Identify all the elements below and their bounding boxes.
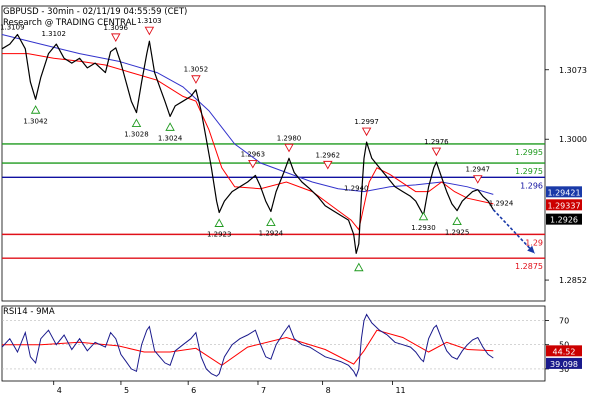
x-axis: 4 5 6 7 8 11 — [53, 381, 406, 395]
swing-label: 1.3042 — [23, 117, 48, 125]
resistance-level-label: 1.2975 — [515, 167, 543, 176]
swing-low-marker — [30, 105, 41, 114]
x-tick-label: 8 — [326, 386, 331, 395]
swing-high-marker — [323, 160, 333, 170]
swing-label: 1.2997 — [354, 118, 379, 126]
swing-label: 1.2976 — [424, 138, 449, 146]
y-tick-label: 1.3073 — [559, 66, 587, 75]
chart-title: GBPUSD - 30min - 02/11/19 04:55:59 (CET) — [3, 7, 187, 17]
price-tag-box — [546, 199, 582, 211]
rsi-y-tick-label: 30 — [559, 365, 569, 374]
swing-low-marker — [354, 262, 364, 272]
price-tag-box — [546, 186, 582, 198]
price-panel: 1.3073 1.3000 1.2852 1.2995 1.2975 1.296 1.29 1… — [0, 5, 587, 302]
swing-low-marker — [131, 118, 142, 128]
ma-blue-line — [1, 34, 494, 195]
swing-high-marker — [284, 143, 294, 153]
price-plot-frame — [1, 5, 546, 302]
rsi-tag-label: 44.52 — [553, 347, 576, 356]
swing-high-marker — [191, 75, 201, 84]
swing-label: 1.2980 — [277, 134, 302, 142]
x-tick-label: 7 — [261, 386, 266, 395]
swing-low-marker — [214, 218, 224, 227]
swing-label: 1.2962 — [316, 151, 341, 159]
pivot-level-label: 1.296 — [520, 181, 543, 190]
swing-low-marker — [165, 122, 175, 131]
resistance-level-label: 1.2995 — [515, 148, 543, 157]
rsi-y-tick-label: 70 — [559, 317, 569, 326]
price-tag-label: 1.2926 — [550, 216, 578, 225]
swing-label: 1.2924 — [259, 230, 284, 238]
rsi-plot-frame — [1, 305, 546, 382]
swing-label: 1.3109 — [0, 24, 25, 32]
swing-label: 1.3024 — [158, 134, 183, 142]
swing-high-marker — [144, 26, 155, 36]
swing-low-marker — [418, 211, 429, 221]
support-level-label: 1.2875 — [515, 262, 543, 271]
x-tick-label: 5 — [124, 386, 129, 395]
swing-label: 1.2947 — [466, 166, 491, 174]
rsi-y-tick-label: 50 — [559, 341, 569, 350]
swing-high-marker — [361, 127, 372, 137]
y-tick-label: 1.3000 — [559, 135, 587, 144]
swing-label: 1.2923 — [207, 231, 232, 239]
swing-low-marker — [266, 217, 276, 226]
projection-arrow-line — [492, 209, 536, 254]
rsi-line — [1, 313, 494, 378]
chart-source: Research @ TRADING CENTRAL — [3, 18, 136, 28]
price-tag-box — [546, 213, 582, 225]
swing-high-marker — [431, 147, 442, 157]
rsi-tag-box — [546, 345, 582, 357]
ma-red-line — [2, 53, 494, 231]
x-tick-label: 6 — [191, 386, 196, 395]
swing-low-marker — [452, 216, 462, 226]
y-tick-label: 1.2852 — [559, 276, 587, 285]
swing-high-marker — [473, 175, 483, 184]
swing-high-marker — [248, 159, 258, 169]
swing-label: 1.3052 — [184, 66, 209, 74]
rsi-panel: 70 50 30 44.52 39.098 — [1, 305, 582, 382]
swing-label: 1.2940 — [344, 184, 369, 192]
swing-label: 1.3096 — [104, 24, 129, 32]
swing-high-marker — [111, 33, 121, 42]
x-tick-label: 4 — [57, 386, 62, 395]
swing-label: 1.3102 — [41, 30, 66, 38]
rsi-tag-label: 39.098 — [550, 360, 578, 369]
rsi-tag-box — [546, 357, 582, 369]
support-level-label: 1.29 — [525, 238, 543, 247]
projection-arrow-head — [527, 245, 535, 254]
swing-label: 1.3103 — [137, 17, 162, 25]
swing-label: 1.3028 — [124, 131, 149, 139]
x-tick-label: 11 — [395, 386, 405, 395]
price-tag-label: 1.29421 — [547, 188, 580, 197]
swing-label: 1.2963 — [241, 150, 266, 158]
swing-label: 1.2930 — [411, 224, 436, 232]
swing-label: 1.2924 — [489, 200, 514, 208]
swing-label: 1.2925 — [445, 229, 470, 237]
price-tag-label: 1.29337 — [547, 201, 580, 210]
rsi-panel-title: RSI14 - 9MA — [3, 307, 55, 317]
